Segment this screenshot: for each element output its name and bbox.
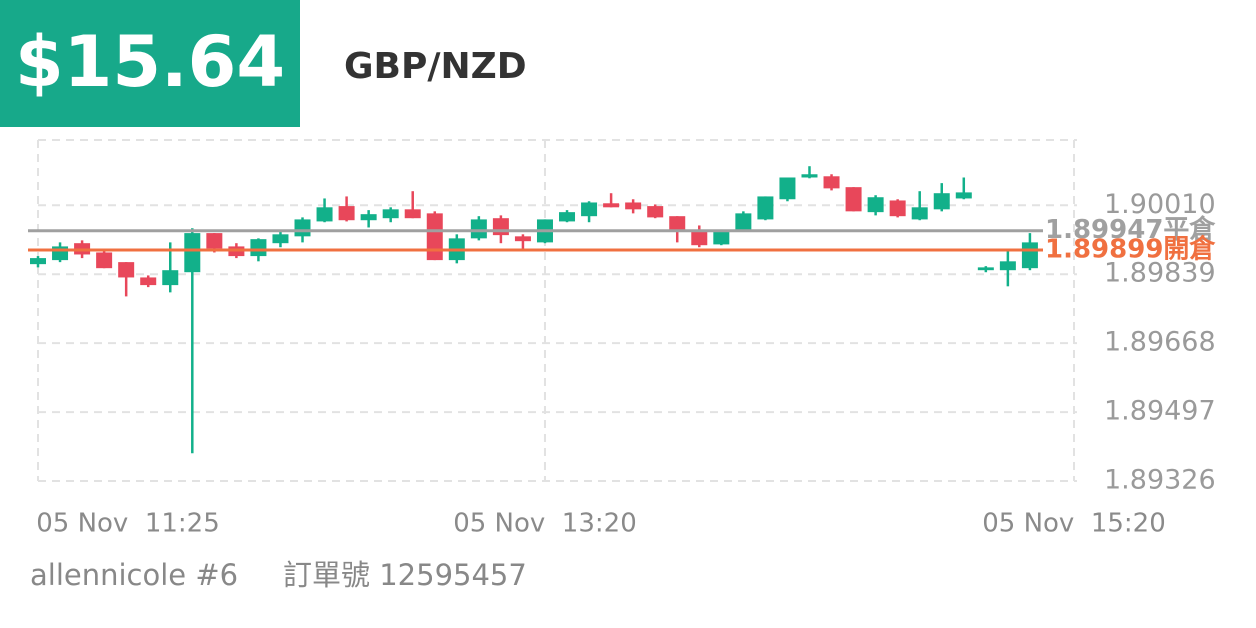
user: allennicole #6 — [30, 558, 238, 592]
candle-body — [691, 230, 708, 246]
candle-body — [581, 202, 598, 217]
candle-body — [492, 218, 509, 236]
candle-body — [162, 270, 179, 286]
candle-body — [977, 267, 994, 271]
candle-body — [470, 219, 487, 239]
candle-body — [867, 197, 884, 213]
candle-body — [603, 203, 620, 208]
candle-body — [647, 206, 664, 218]
candle-body — [404, 209, 421, 219]
candle-body — [30, 258, 46, 265]
candle-body — [514, 236, 531, 242]
reference-label: 1.89899開倉 — [1045, 234, 1216, 265]
candle-body — [779, 177, 796, 200]
candle-body — [360, 214, 377, 221]
x-tick-label: 05 Nov 11:25 — [36, 509, 220, 539]
candle-body — [801, 174, 818, 178]
symbol: GBP/NZD — [344, 46, 527, 87]
profit-badge — [0, 0, 300, 127]
candle-body — [426, 213, 443, 261]
candle-body — [999, 261, 1016, 271]
candle-body — [52, 246, 69, 261]
candle-body — [118, 262, 135, 278]
candle-body — [735, 213, 752, 230]
candle-body — [338, 206, 355, 221]
candle-body — [911, 207, 928, 220]
x-tick-label: 05 Nov 15:20 — [982, 509, 1166, 539]
candle-body — [955, 192, 972, 199]
candle-body — [669, 216, 686, 232]
candle-body — [845, 187, 862, 212]
candle-body — [250, 239, 267, 257]
candle-body — [184, 233, 201, 273]
profit: $15.64 — [15, 21, 285, 103]
candle-body — [272, 234, 289, 244]
candle-body — [140, 277, 157, 286]
candle-body — [757, 196, 774, 220]
candle-body — [206, 233, 223, 249]
candle-body — [933, 193, 950, 210]
candle-body — [625, 202, 642, 210]
candle-body — [316, 207, 333, 222]
reference-label: 1.89947平倉 — [1045, 214, 1216, 245]
y-tick-label: 1.89668 — [1104, 327, 1216, 358]
candle-body — [823, 176, 840, 189]
candle-body — [889, 200, 906, 217]
candle-body — [382, 209, 399, 219]
order-number: 訂單號 12595457 — [283, 558, 527, 592]
y-tick-label: 1.89839 — [1104, 258, 1216, 289]
candle-body — [1021, 242, 1038, 269]
y-tick-label: 1.89497 — [1104, 396, 1216, 427]
x-tick-label: 05 Nov 13:20 — [453, 509, 637, 539]
candle-body — [559, 212, 576, 222]
candle-body — [713, 231, 730, 245]
y-tick-label: 1.89326 — [1104, 465, 1216, 496]
y-tick-label: 1.90010 — [1104, 189, 1216, 220]
candle-body — [96, 252, 113, 269]
candle-body — [294, 219, 311, 237]
